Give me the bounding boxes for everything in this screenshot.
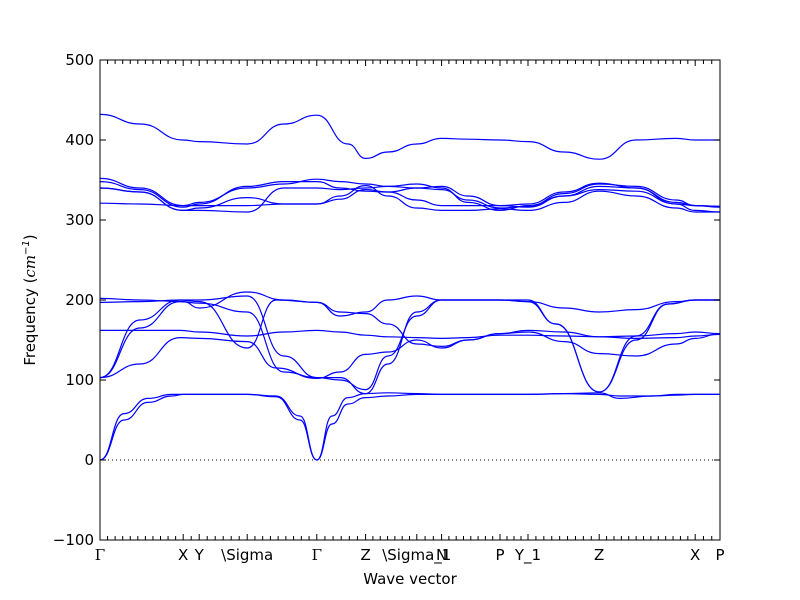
- band-line-9: [99, 113, 720, 160]
- band-line-12: [99, 183, 721, 213]
- x-minor-ticks: [107, 60, 713, 540]
- y-tick-label: 0: [84, 451, 94, 469]
- y-tick-label: −100: [53, 531, 94, 549]
- x-tick-label: Γ: [95, 546, 105, 564]
- x-tick-label: X: [690, 546, 700, 564]
- y-tick-label: 400: [65, 131, 94, 149]
- band-line-6: [99, 295, 720, 349]
- x-tick-label: Y: [194, 546, 205, 564]
- band-line-5: [99, 331, 721, 380]
- x-tick-label: Y_1: [514, 546, 541, 565]
- x-tick-label: \Sigma_1: [382, 546, 451, 565]
- x-tick-label: X: [178, 546, 188, 564]
- y-axis-title-exponent: −1: [21, 240, 32, 255]
- x-tick-label: P: [495, 546, 504, 564]
- band-line-3: [99, 299, 720, 395]
- x-tick-label: Z: [360, 546, 370, 564]
- y-ticks: −100 0 100 200 300 400 500: [53, 51, 720, 549]
- x-tick-label: P: [715, 546, 724, 564]
- x-ticks: Γ X Y \Sigma Γ Z \Sigma_1N P Y_1 Z X P: [95, 60, 725, 565]
- y-axis-title-unit: cm: [21, 255, 39, 278]
- band-series: [99, 113, 721, 461]
- y-tick-label: 500: [65, 51, 94, 69]
- plot-frame: [99, 59, 721, 541]
- y-axis-title-main: Frequency (: [21, 278, 39, 366]
- y-axis-title-close: ): [21, 234, 39, 240]
- x-tick-label: Z: [594, 546, 604, 564]
- band-line-14: [99, 188, 721, 208]
- band-line-7: [99, 329, 721, 340]
- band-line-8: [99, 291, 721, 348]
- y-tick-label: 300: [65, 211, 94, 229]
- band-line-11: [99, 180, 721, 209]
- y-tick-label: 200: [65, 291, 94, 309]
- y-axis-title: Frequency (cm−1): [21, 234, 39, 365]
- y-tick-label: 100: [65, 371, 94, 389]
- x-tick-label: N: [436, 546, 447, 564]
- x-tick-label: \Sigma: [221, 546, 273, 564]
- x-tick-label: Γ: [312, 546, 322, 564]
- x-axis-title: Wave vector: [363, 570, 457, 588]
